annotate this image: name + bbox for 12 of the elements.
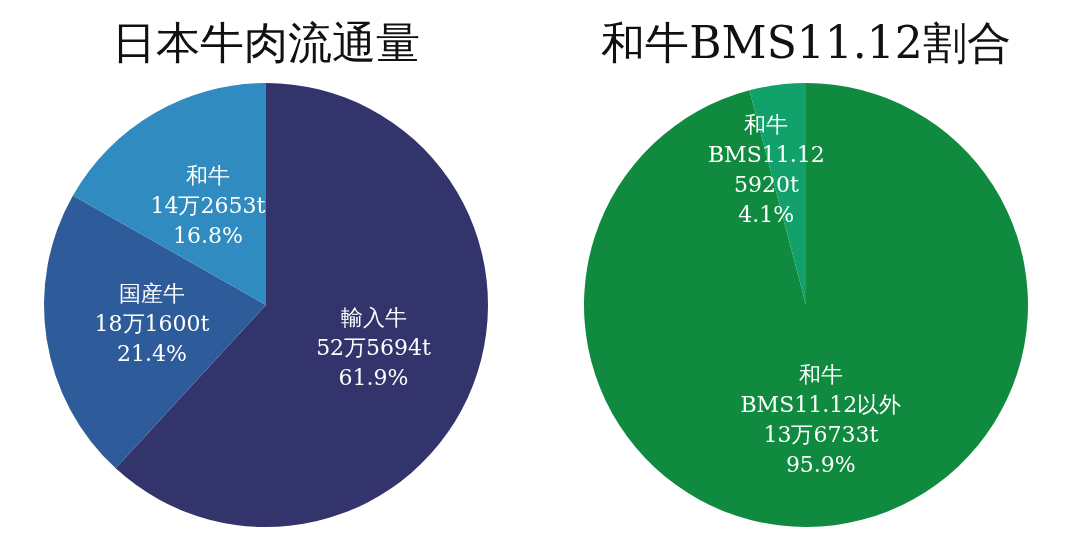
slice-label: 和牛 BMS11.12以外 13万6733t xyxy=(740,362,902,448)
chart-title: 和牛BMS11.12割合 xyxy=(601,17,1011,68)
data-label: 16.8% xyxy=(172,223,243,249)
slice-label: 輸入牛 52万5694t xyxy=(316,304,432,360)
slice-label: 和牛 BMS11.12 5920t xyxy=(707,111,825,197)
chart-title: 日本牛肉流通量 xyxy=(112,17,420,68)
slice-label: 国産牛 18万1600t xyxy=(94,280,210,336)
data-label: 21.4% xyxy=(117,340,187,366)
data-label: 4.1% xyxy=(738,201,795,227)
data-label: 95.9% xyxy=(785,452,856,478)
data-label: 61.9% xyxy=(338,364,409,390)
slice-label: 和牛 14万2653t xyxy=(150,163,266,219)
